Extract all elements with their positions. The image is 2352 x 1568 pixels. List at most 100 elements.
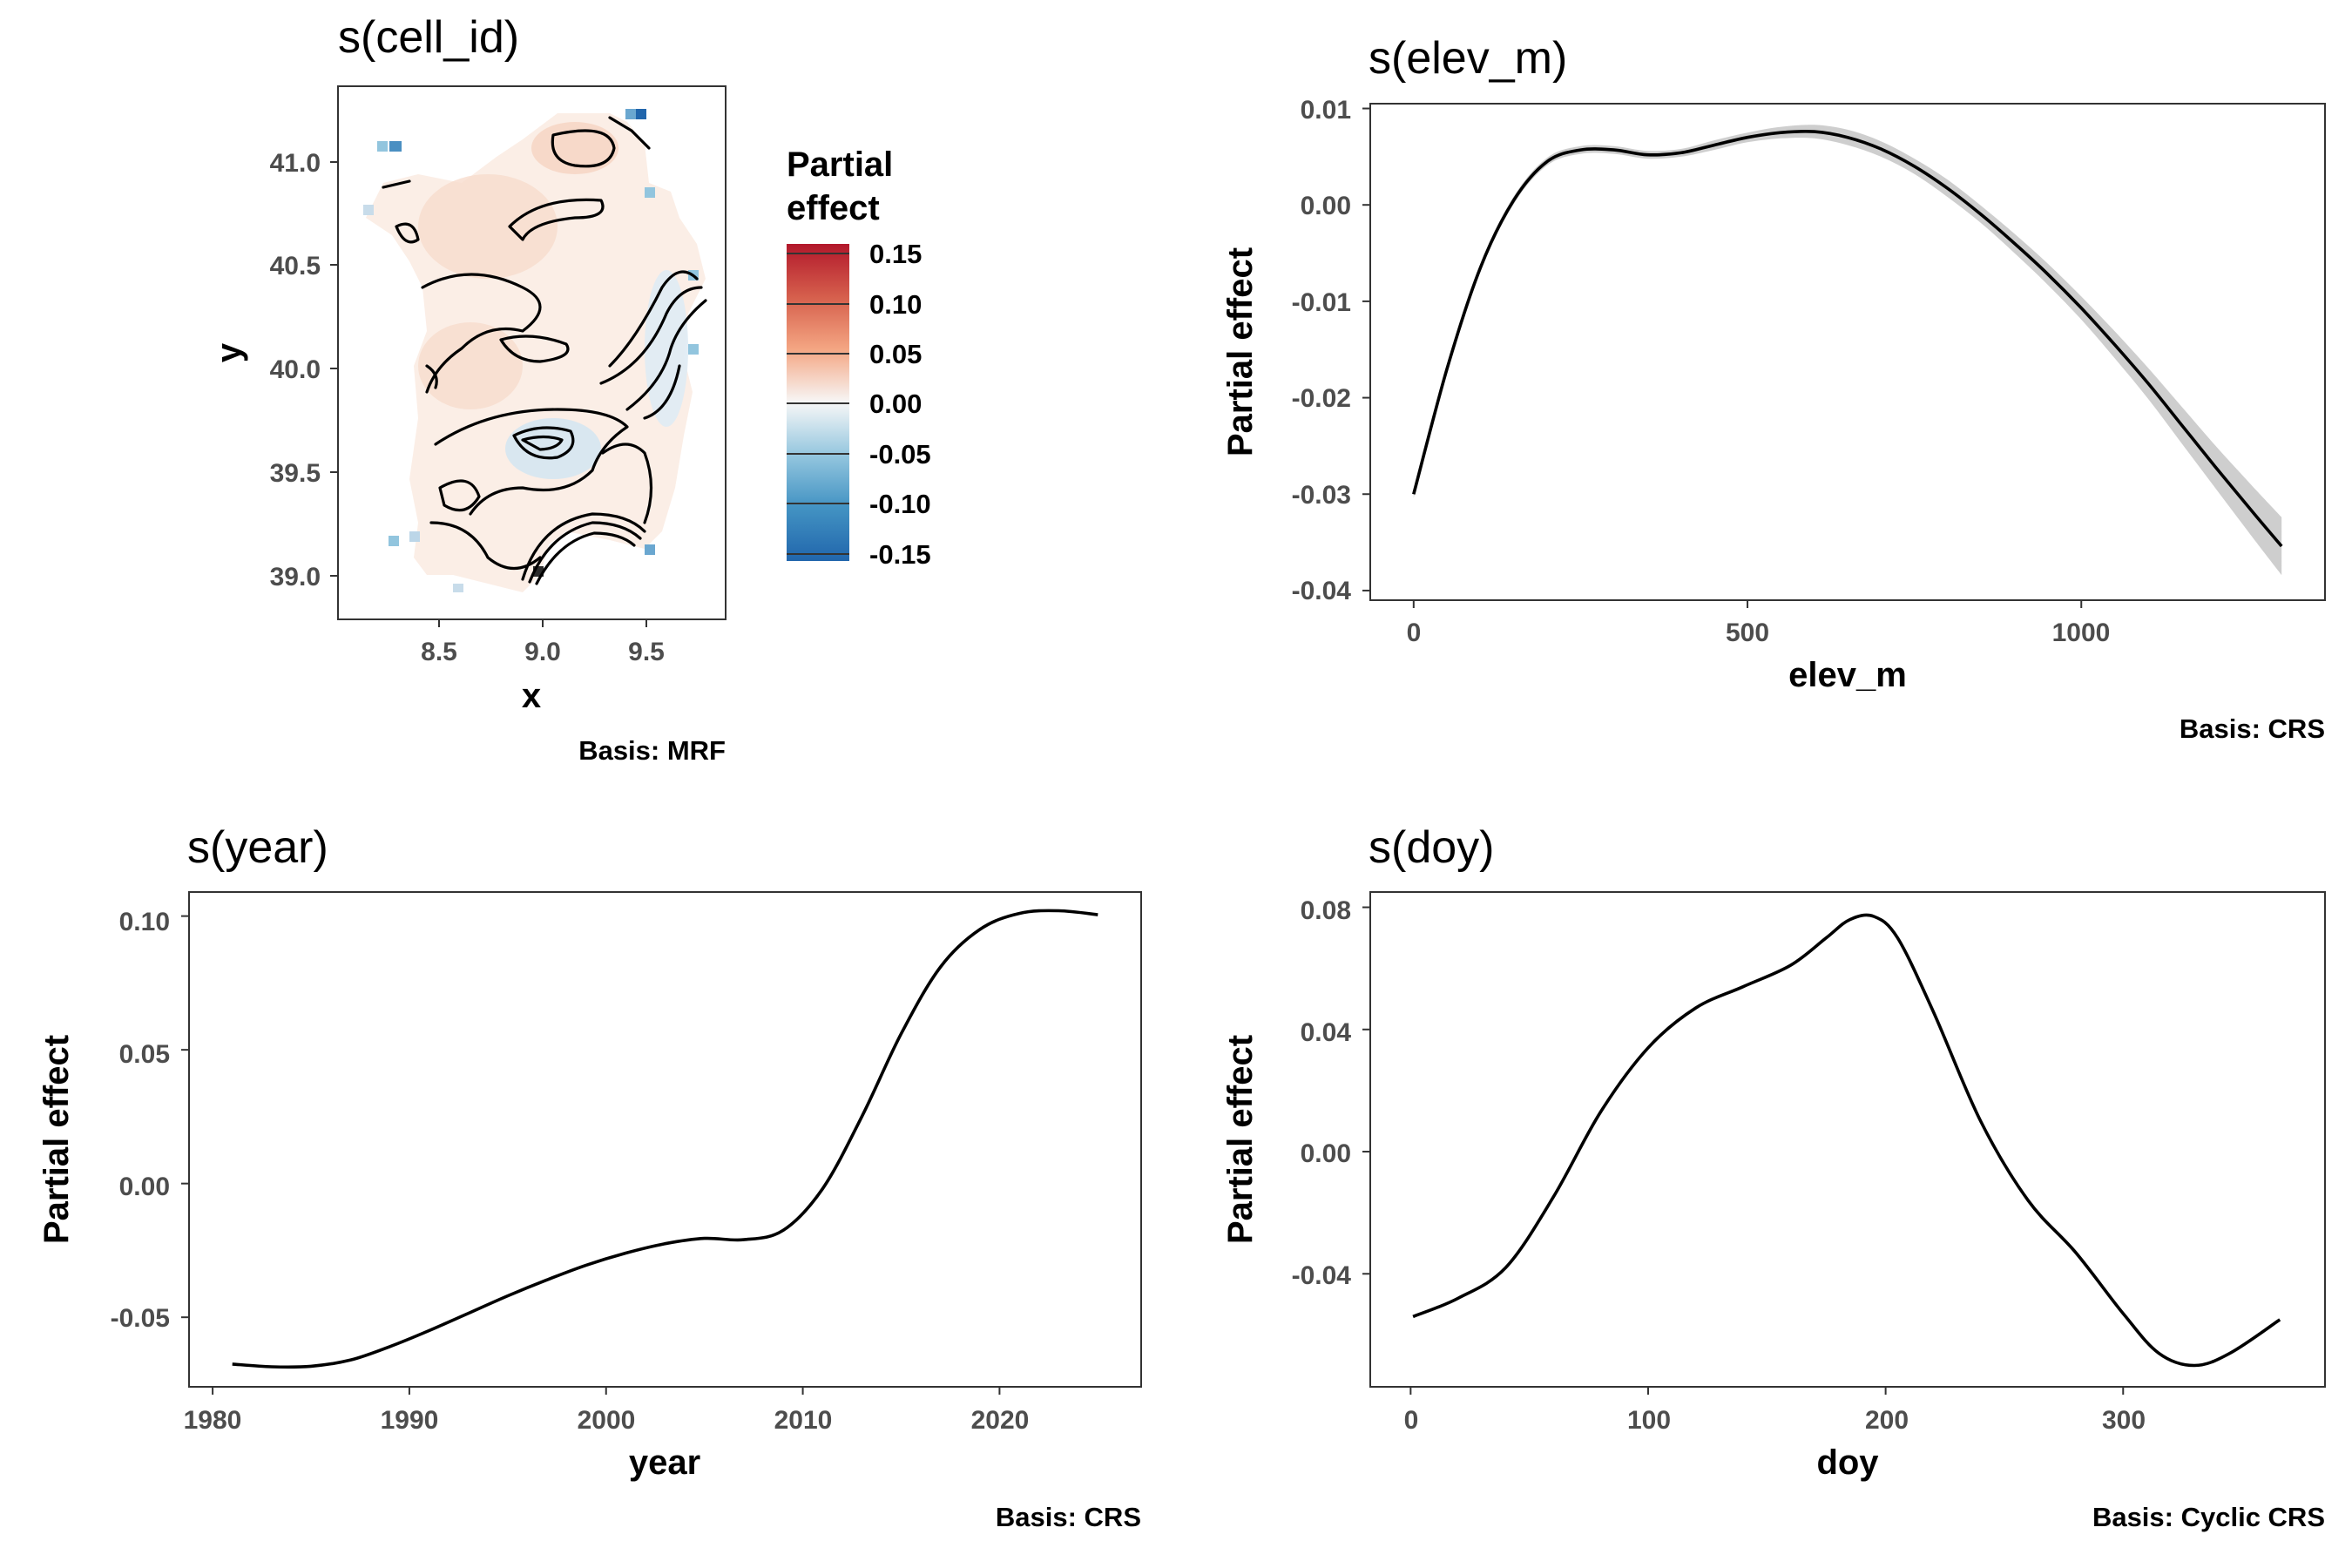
legend-title-line1: Partial <box>787 145 893 184</box>
legend-label: -0.10 <box>869 489 931 519</box>
legend-title-line2: effect <box>787 189 880 227</box>
plot-frame <box>1369 891 2326 1388</box>
contour-line <box>521 512 646 581</box>
x-tick-label: 9.5 <box>628 638 665 666</box>
contour-line <box>438 479 481 512</box>
y-tick-label: -0.04 <box>1292 577 1352 605</box>
x-tick-label: 0 <box>1404 1406 1419 1435</box>
smooth-curve <box>1412 913 2281 1368</box>
y-tick-label: -0.03 <box>1292 481 1351 510</box>
chart-title: s(year) <box>187 822 328 873</box>
contour-line <box>608 270 699 368</box>
axis-tick-labels: 8.5 9.0 9.5 39.0 39.5 40.0 40.5 41.0 <box>270 149 665 666</box>
panel-cell: s(cell_id) <box>210 12 931 766</box>
legend-label: 0.05 <box>869 339 922 369</box>
contour-line <box>528 521 642 584</box>
x-axis-title: elev_m <box>1788 656 1907 694</box>
x-tick-label: 200 <box>1865 1406 1909 1435</box>
plot-frame <box>1369 103 2326 601</box>
map-cell <box>389 536 399 546</box>
contour-line <box>434 408 629 516</box>
contour-line <box>535 531 636 585</box>
map-cell <box>453 584 463 592</box>
plot-frame <box>188 891 1142 1388</box>
map-cell <box>363 205 374 215</box>
map-cell <box>645 187 655 198</box>
x-axis-title: doy <box>1816 1443 1879 1482</box>
y-tick-label: -0.02 <box>1292 384 1351 413</box>
y-tick-label: 0.00 <box>1301 1139 1351 1168</box>
y-tick-label: 40.5 <box>270 252 321 280</box>
basis-caption: Basis: CRS <box>996 1502 1141 1532</box>
map-warm-patch <box>418 174 558 279</box>
x-tick-label: 8.5 <box>421 638 457 666</box>
basis-caption: Basis: Cyclic CRS <box>2092 1502 2325 1532</box>
legend-label: -0.05 <box>869 439 931 470</box>
map-frame <box>337 85 727 620</box>
map-cell <box>377 141 388 152</box>
contour-line <box>601 443 653 524</box>
contour-line <box>508 198 605 241</box>
basis-caption: Basis: CRS <box>2180 713 2325 744</box>
chart-title: s(cell_id) <box>338 12 519 63</box>
panel-doy: s(doy) 0 100 200 300 0.08 0.04 0.00 -0.0… <box>1221 822 2326 1532</box>
legend-label: 0.10 <box>869 289 922 320</box>
y-axis-title: Partial effect <box>1221 247 1260 456</box>
x-axis-title: year <box>629 1443 700 1482</box>
legend-label: 0.15 <box>869 239 922 269</box>
map-fill <box>363 109 706 592</box>
y-axis-title: Partial effect <box>1221 1035 1260 1244</box>
axis-tick-labels: 0 500 1000 0.01 0.00 -0.01 -0.02 -0.03 -… <box>1292 96 2111 647</box>
x-tick-label: 500 <box>1726 618 1769 647</box>
y-tick-label: -0.05 <box>111 1304 170 1333</box>
smooth-curve <box>232 909 1098 1369</box>
map-cell <box>625 109 636 119</box>
y-tick-label: 41.0 <box>270 149 321 178</box>
x-tick-label: 300 <box>2102 1406 2146 1435</box>
x-tick-label: 100 <box>1627 1406 1671 1435</box>
x-tick-label: 1000 <box>2052 618 2111 647</box>
map-cell <box>636 109 646 119</box>
chart-title: s(doy) <box>1369 822 1494 873</box>
contour-line <box>608 116 651 150</box>
y-tick-label: 39.0 <box>270 563 321 591</box>
contour-line <box>421 273 542 394</box>
panel-elev: s(elev_m) 0 500 1000 0.01 0.00 -0.01 -0.… <box>1221 33 2326 744</box>
contour-line <box>499 335 570 363</box>
map-cool-patch <box>505 418 601 479</box>
map-cell <box>409 531 420 542</box>
x-tick-label: 2000 <box>578 1406 636 1435</box>
x-tick-label: 1990 <box>381 1406 439 1435</box>
map-cell <box>688 344 699 355</box>
axis-ticks <box>330 161 647 627</box>
map-warm-patch <box>418 322 523 409</box>
y-axis-title: Partial effect <box>37 1035 76 1244</box>
x-axis-title: x <box>522 677 541 715</box>
y-tick-label: 39.5 <box>270 459 321 488</box>
axis-tick-labels: 0 100 200 300 0.08 0.04 0.00 -0.04 <box>1292 896 2146 1435</box>
smooth-curve <box>1412 129 2283 548</box>
basis-caption: Basis: MRF <box>578 735 726 766</box>
axis-ticks <box>1362 107 2083 608</box>
map-contours <box>382 116 707 585</box>
contour-line <box>382 179 411 189</box>
y-tick-label: 0.08 <box>1301 896 1351 925</box>
y-tick-label: 0.01 <box>1301 96 1351 125</box>
x-tick-label: 2020 <box>971 1406 1030 1435</box>
y-tick-label: 0.05 <box>119 1040 170 1069</box>
y-tick-label: -0.01 <box>1292 288 1351 317</box>
y-tick-label: 40.0 <box>270 355 321 384</box>
contour-line <box>521 435 564 451</box>
axis-ticks <box>1362 906 2125 1395</box>
x-tick-label: 1980 <box>184 1406 242 1435</box>
axis-ticks <box>181 915 1001 1395</box>
x-tick-label: 2010 <box>774 1406 833 1435</box>
y-axis-title: y <box>210 342 248 362</box>
x-tick-label: 9.0 <box>524 638 561 666</box>
legend-label: 0.00 <box>869 389 922 419</box>
contour-line <box>429 521 542 570</box>
y-tick-label: 0.10 <box>119 908 170 936</box>
panel-year: s(year) 1980 1990 2000 2010 2020 0.10 0.… <box>37 822 1142 1532</box>
y-tick-label: 0.00 <box>1301 192 1351 220</box>
